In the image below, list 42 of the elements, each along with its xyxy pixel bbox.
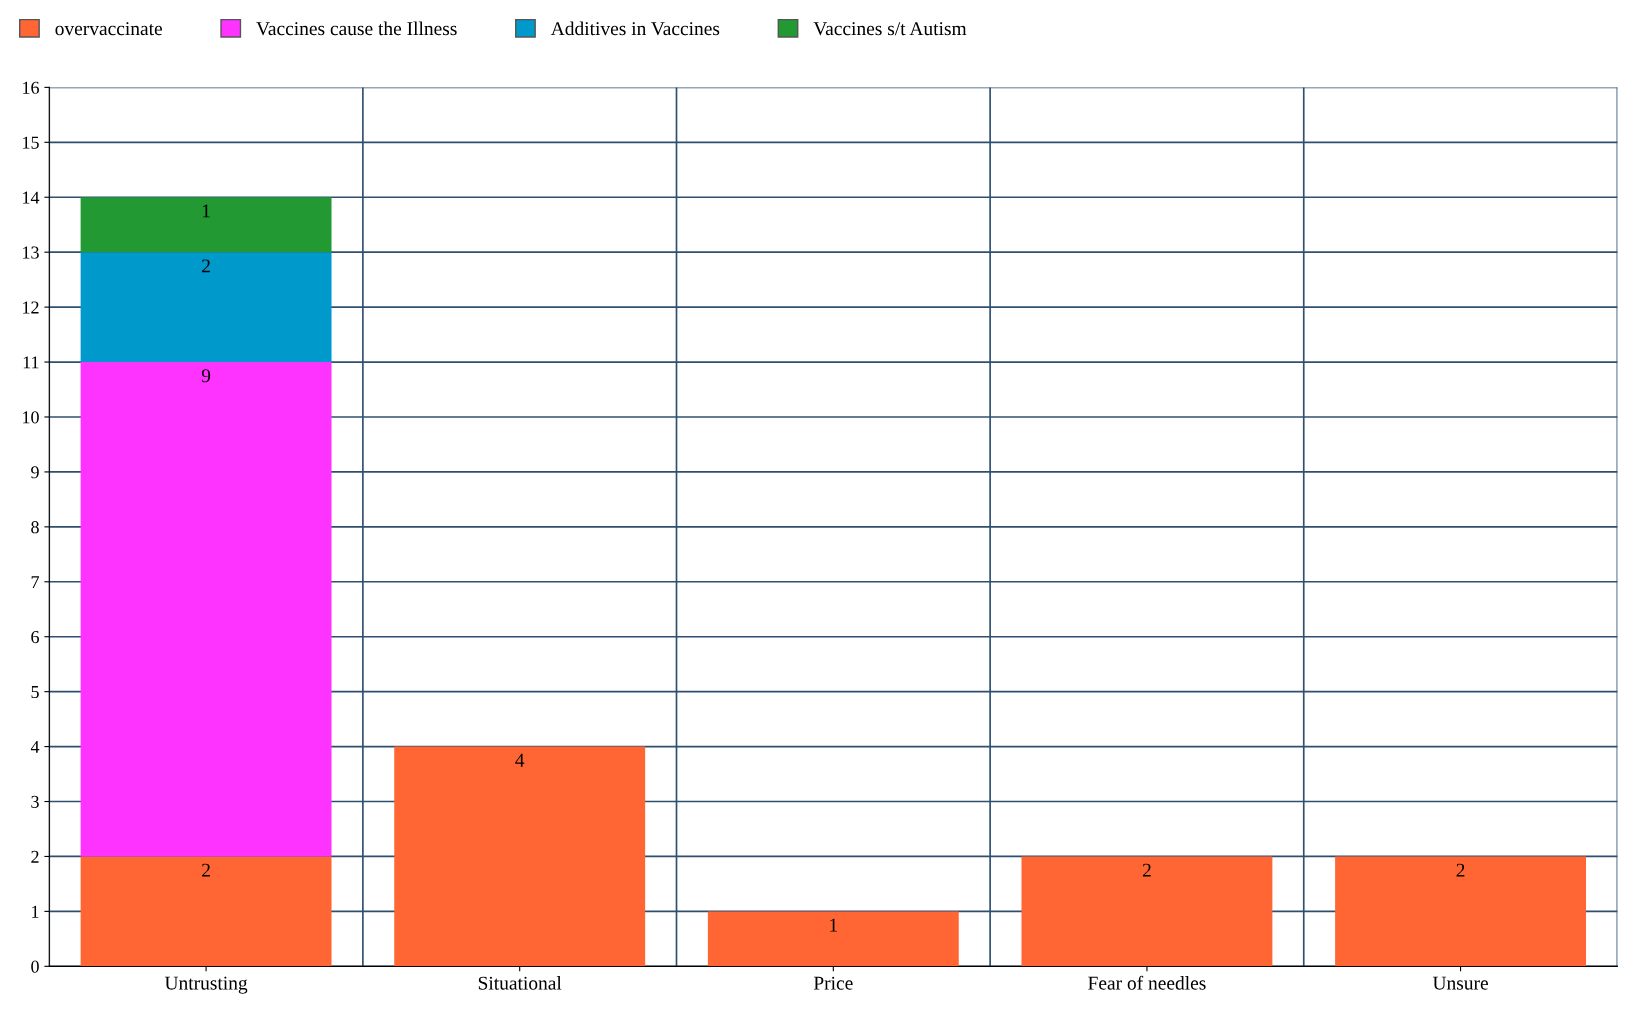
y-tick-label: 16 <box>23 81 39 94</box>
x-tick-label: Unsure <box>1432 976 1488 990</box>
data-label: 2 <box>202 863 210 877</box>
bar <box>1021 856 1273 967</box>
data-label: 1 <box>202 204 210 218</box>
bar <box>80 856 332 967</box>
legend-label: Vaccines s/t Autism <box>813 22 967 36</box>
y-tick-label: 13 <box>23 246 39 259</box>
legend-label: overvaccinate <box>55 22 162 36</box>
bar <box>394 746 646 967</box>
bar <box>1335 856 1587 967</box>
data-label: 9 <box>201 369 211 383</box>
y-tick-label: 12 <box>23 301 39 314</box>
y-tick-label: 8 <box>31 521 39 534</box>
y-tick-label: 1 <box>32 905 39 918</box>
bar <box>80 362 332 857</box>
y-tick-label: 5 <box>31 686 39 699</box>
y-tick-label: 6 <box>31 631 39 644</box>
legend-label: Additives in Vaccines <box>550 21 720 36</box>
x-tick-label: Price <box>813 976 853 990</box>
y-tick-label: 7 <box>31 576 40 589</box>
bar <box>707 911 959 967</box>
y-tick-label: 9 <box>31 466 39 479</box>
data-label: 4 <box>515 753 525 767</box>
y-tick-label: 11 <box>23 356 39 369</box>
legend-label: Vaccines cause the Illness <box>256 21 457 36</box>
y-tick-label: 0 <box>31 960 39 973</box>
x-tick-label: Fear of needles <box>1088 975 1206 990</box>
bar <box>80 252 332 363</box>
data-label: 2 <box>1142 863 1151 877</box>
data-label: 2 <box>1456 863 1465 877</box>
x-tick-label: Untrusting <box>164 976 248 994</box>
data-label: 2 <box>202 259 210 273</box>
bar <box>80 197 332 253</box>
y-tick-label: 14 <box>23 191 40 204</box>
data-label: 1 <box>830 918 838 932</box>
y-tick-label: 3 <box>31 795 39 808</box>
y-tick-label: 2 <box>31 850 39 863</box>
y-tick-label: 15 <box>23 136 39 149</box>
x-tick-label: Situational <box>478 976 562 990</box>
y-tick-label: 4 <box>30 740 40 753</box>
y-tick-label: 10 <box>23 411 39 424</box>
